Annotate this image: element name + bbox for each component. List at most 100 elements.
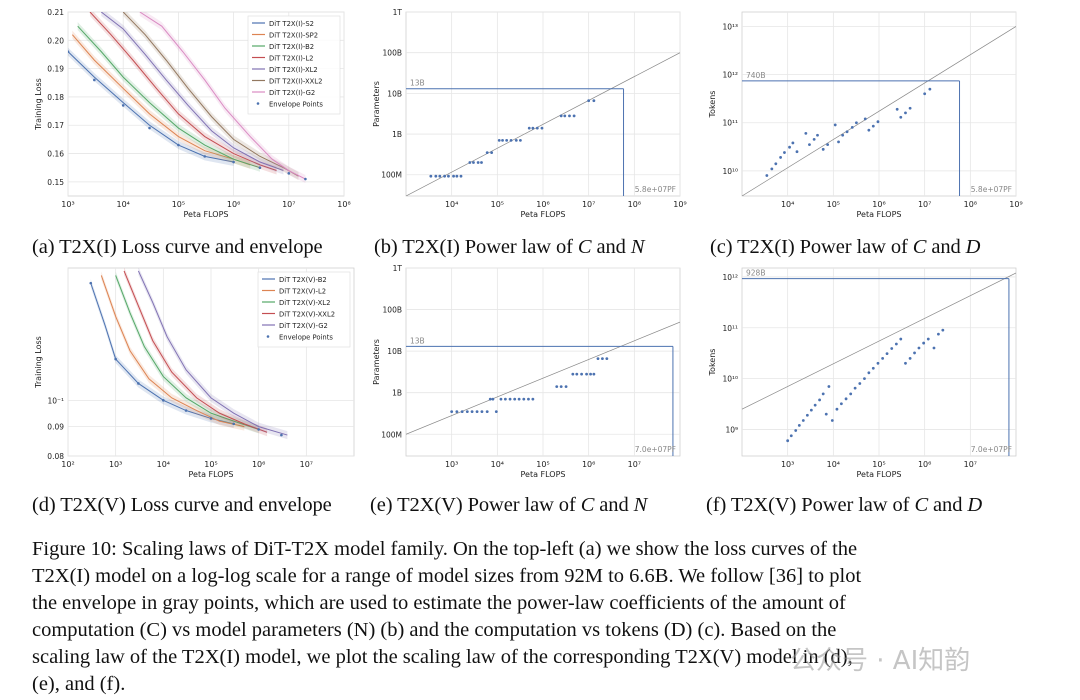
envelope-point: [853, 386, 857, 390]
envelope-point: [876, 361, 880, 365]
y-tick-label: 0.15: [47, 178, 64, 187]
panel-e: 10³ 10⁴ 10⁵ 10⁶ 10⁷ 100M 1B 10B 100B 1T Peta FLOPS…: [368, 262, 688, 480]
envelope-point: [601, 357, 604, 361]
envelope-point: [499, 397, 503, 401]
y-tick-label: 10⁹: [725, 425, 738, 434]
envelope-point: [841, 133, 845, 137]
y-tick-label: 10B: [387, 347, 402, 356]
y-tick-label: 10¹⁰: [722, 375, 738, 384]
y-tick-label: 0.17: [47, 121, 64, 130]
envelope-point: [816, 133, 819, 137]
x-tick-label: 10⁸: [964, 200, 977, 209]
annotation-compute: 7.0e+07PF: [971, 445, 1012, 454]
chart-f-plot: [742, 272, 1016, 456]
envelope-point: [280, 433, 283, 437]
subcaption-b: (b) T2X(I) Power law of C and N: [374, 236, 644, 259]
envelope-point: [858, 382, 862, 385]
legend-marker: [266, 335, 270, 338]
subcaption-b-c: C: [577, 236, 592, 258]
envelope-point: [559, 114, 563, 118]
envelope-point: [808, 143, 811, 147]
envelope-point: [941, 328, 945, 332]
envelope-point: [121, 104, 125, 107]
envelope-point: [531, 397, 535, 401]
envelope-point: [849, 392, 853, 396]
envelope-point: [899, 115, 903, 119]
annotation-compute: 5.8e+07PF: [971, 185, 1012, 194]
y-tick-label: 0.21: [47, 8, 64, 17]
subcaption-c: (c) T2X(I) Power law of C and D: [710, 236, 980, 259]
x-tick-label: 10⁶: [227, 200, 240, 209]
envelope-point: [894, 342, 898, 346]
subcaption-c-c: C: [912, 236, 927, 258]
y-tick-label: 1T: [393, 264, 403, 273]
envelope-point: [795, 150, 799, 154]
envelope-point: [596, 357, 600, 361]
envelope-point: [791, 141, 795, 145]
x-tick-label: 10³: [61, 200, 74, 209]
y-tick-label: 10⁻¹: [47, 396, 64, 405]
series-line: [71, 34, 251, 166]
envelope-point: [932, 346, 936, 350]
envelope-point: [540, 126, 544, 130]
envelope-point: [429, 174, 433, 178]
envelope-point: [881, 356, 885, 360]
panel-a: 10³ 10⁴ 10⁵ 10⁶ 10⁷ 10⁸ 0.15 0.16 0.17 0.18 0.19 0.…: [32, 6, 358, 220]
y-tick-label: 0.19: [47, 65, 64, 74]
envelope-point: [585, 372, 588, 376]
envelope-point: [572, 114, 576, 118]
x-tick-label: 10⁷: [300, 460, 313, 469]
envelope-point: [527, 126, 531, 130]
envelope-point: [855, 121, 858, 125]
subcaption-f-n: D: [967, 494, 983, 516]
envelope-point: [904, 361, 907, 365]
x-axis-label: Peta FLOPS: [856, 470, 901, 479]
x-tick-label: 10⁷: [918, 200, 931, 209]
x-tick-label: 10⁷: [964, 460, 977, 469]
envelope-point: [527, 397, 530, 401]
caption-line-2: the envelope in gray points, which are u…: [32, 592, 846, 614]
envelope-point: [605, 357, 609, 361]
envelope-point: [491, 397, 495, 401]
subcaption-b-n: N: [630, 236, 645, 258]
envelope-point: [447, 174, 450, 178]
series-line: [77, 25, 261, 169]
subcaption-e-c: C: [580, 494, 595, 516]
chart-d-loss-curve: 10² 10³ 10⁴ 10⁵ 10⁶ 10⁷ 0.08 0.09 10⁻¹ Peta FLOPS…: [34, 267, 355, 479]
x-tick-label: 10⁸: [628, 200, 641, 209]
envelope-point: [137, 382, 140, 385]
envelope-point: [890, 347, 894, 350]
envelope-point: [818, 398, 821, 402]
envelope-point: [592, 372, 596, 376]
x-axis-label: Peta FLOPS: [520, 210, 565, 219]
y-tick-label: 100M: [381, 430, 402, 439]
legend-label: DiT T2X(I)-SP2: [269, 32, 318, 40]
y-axis-label: Tokens: [708, 349, 717, 377]
y-tick-label: 0.18: [47, 93, 64, 102]
envelope-point: [926, 337, 930, 341]
envelope-point: [923, 92, 927, 96]
x-axis-label: Peta FLOPS: [520, 470, 565, 479]
envelope-point: [555, 385, 559, 389]
x-tick-label: 10⁶: [582, 460, 595, 469]
envelope-point: [765, 174, 769, 177]
envelope-point: [505, 138, 509, 142]
envelope-point: [177, 143, 180, 147]
envelope-point: [304, 177, 307, 181]
x-tick-label: 10³: [445, 460, 458, 469]
envelope-point: [450, 410, 454, 414]
x-tick-label: 10⁵: [872, 460, 885, 469]
envelope-point: [908, 106, 912, 110]
series-band: [90, 279, 234, 428]
x-tick-label: 10⁹: [1009, 200, 1022, 209]
legend-label: Envelope Points: [269, 101, 323, 109]
envelope-point: [535, 126, 539, 130]
envelope-point: [835, 407, 839, 411]
envelope-point: [434, 174, 438, 178]
envelope-point: [863, 117, 867, 121]
series-line: [100, 275, 245, 428]
legend-marker: [256, 102, 260, 105]
x-tick-label: 10⁴: [827, 460, 840, 469]
chart-c-plot: [742, 26, 1016, 196]
series-band: [89, 12, 277, 175]
